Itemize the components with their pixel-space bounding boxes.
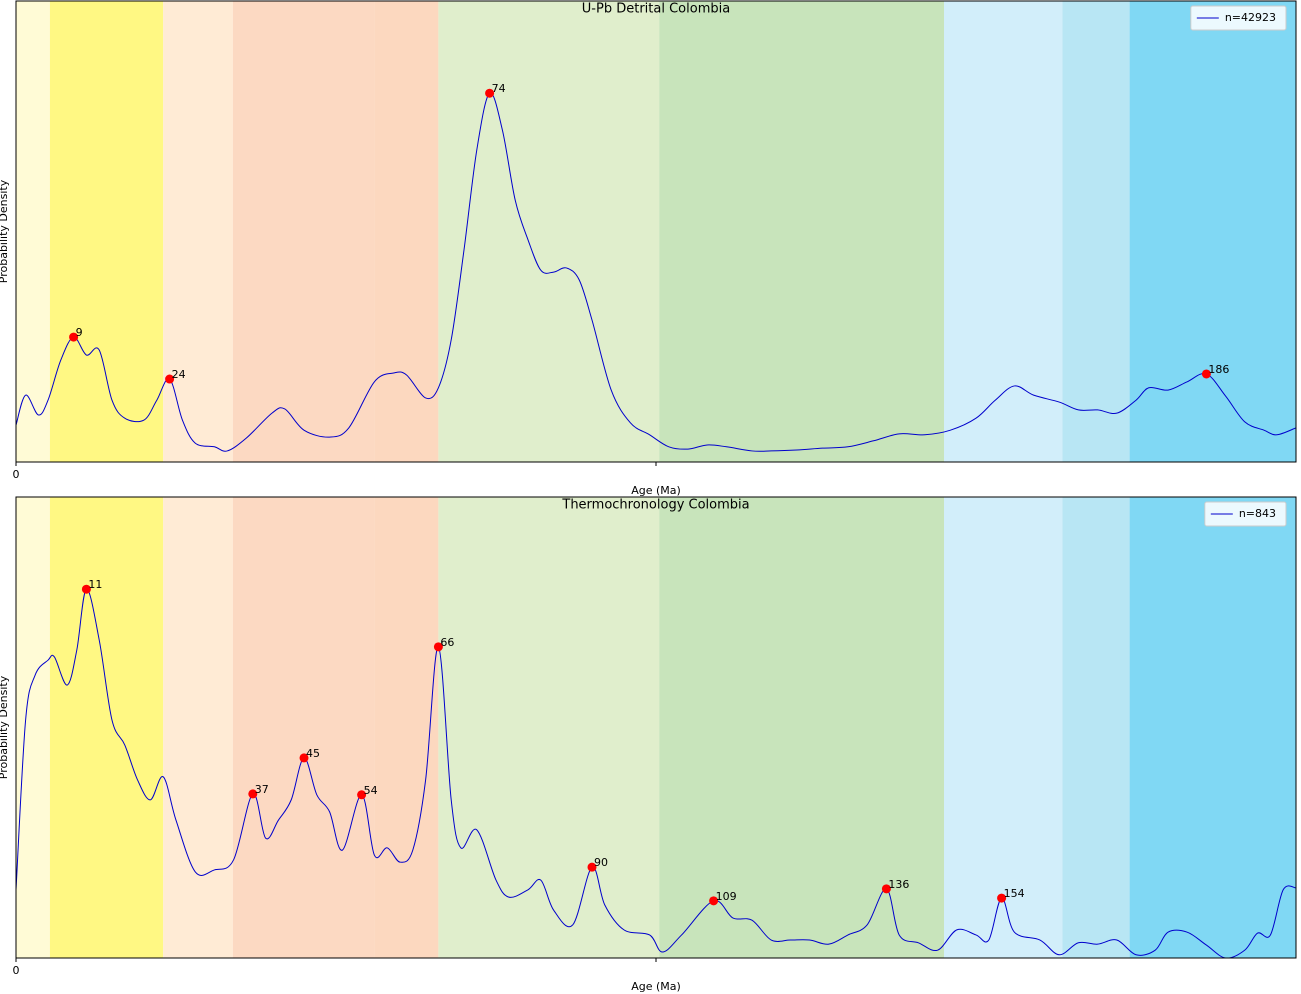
chart-title: Thermochronology Colombia <box>561 498 749 513</box>
peak-label: 136 <box>888 878 909 891</box>
period-band <box>49 1 164 462</box>
period-band <box>1129 1 1296 462</box>
period-band <box>49 497 164 958</box>
peak-marker <box>165 374 175 384</box>
peak-label: 66 <box>440 636 454 649</box>
peak-marker <box>69 332 79 342</box>
y-axis-label: Probability Density <box>0 179 10 283</box>
peak-label: 90 <box>594 856 608 869</box>
legend-label: n=843 <box>1239 507 1276 520</box>
period-band <box>163 497 233 958</box>
peak-marker <box>881 884 891 894</box>
peak-marker <box>1201 369 1211 379</box>
peak-label: 24 <box>172 368 186 381</box>
legend: n=42923 <box>1196 11 1276 24</box>
peak-label: 37 <box>255 783 269 796</box>
period-band <box>232 1 375 462</box>
x-axis-label: Age (Ma) <box>631 484 681 497</box>
density-line <box>16 588 1296 958</box>
peak-label: 54 <box>364 784 378 797</box>
peak-marker <box>81 584 91 594</box>
period-band <box>1129 497 1296 958</box>
period-band <box>659 497 944 958</box>
peak-marker <box>299 753 309 763</box>
period-band <box>16 1 50 462</box>
peak-marker <box>587 862 597 872</box>
peak-label: 154 <box>1004 887 1025 900</box>
peak-label: 11 <box>88 578 102 591</box>
period-band <box>374 497 439 958</box>
period-band <box>232 497 375 958</box>
period-band <box>438 1 660 462</box>
plot-area <box>16 497 1296 958</box>
peak-label: 9 <box>76 326 83 339</box>
peak-marker <box>485 88 495 98</box>
x-tick-label: 0 <box>13 964 20 977</box>
peak-label: 109 <box>716 890 737 903</box>
period-band <box>659 1 944 462</box>
legend: n=843 <box>1210 507 1276 520</box>
chart-title: U-Pb Detrital Colombia <box>582 2 730 17</box>
period-band <box>1062 497 1130 958</box>
period-band <box>163 1 233 462</box>
plot-area <box>16 1 1296 462</box>
peak-marker <box>248 789 258 799</box>
peak-marker <box>997 893 1007 903</box>
legend-box <box>1190 5 1287 31</box>
period-band <box>16 497 50 958</box>
period-band <box>1062 1 1130 462</box>
period-band <box>438 497 660 958</box>
peak-marker <box>357 790 367 800</box>
y-axis-label: Probability Density <box>0 675 10 779</box>
period-band <box>944 497 1063 958</box>
period-band <box>944 1 1063 462</box>
peak-label: 186 <box>1208 363 1229 376</box>
legend-box <box>1204 501 1287 527</box>
x-tick-label: 0 <box>13 468 20 481</box>
peak-marker <box>709 896 719 906</box>
peak-label: 74 <box>492 82 506 95</box>
x-axis-label: Age (Ma) <box>631 980 681 993</box>
period-band <box>374 1 439 462</box>
density-line <box>16 92 1296 452</box>
legend-label: n=42923 <box>1225 11 1276 24</box>
peak-label: 45 <box>306 747 320 760</box>
peak-marker <box>433 642 443 652</box>
